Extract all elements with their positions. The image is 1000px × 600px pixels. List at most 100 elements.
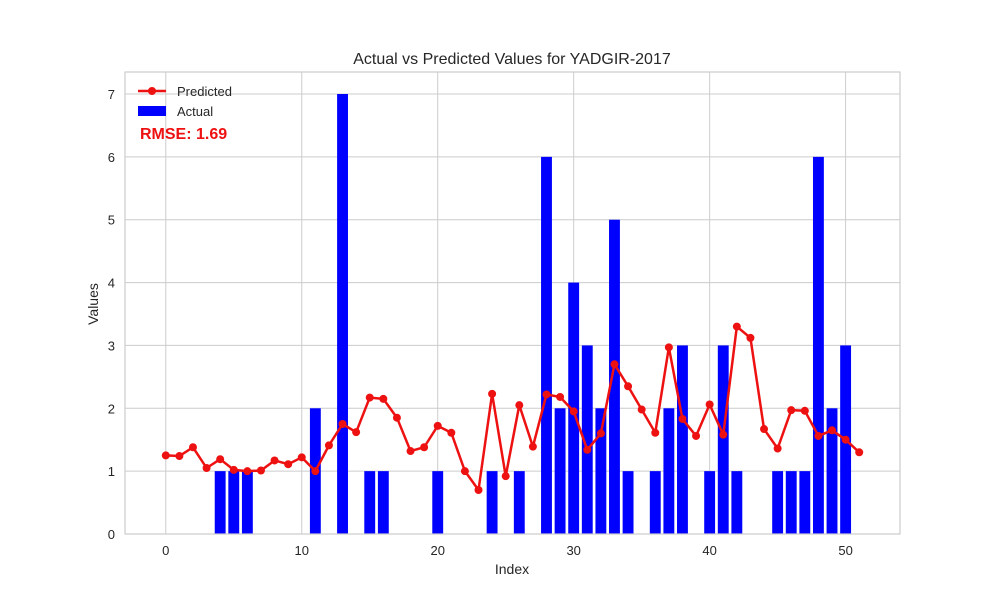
predicted-line [165, 325, 861, 492]
predicted-point [297, 453, 306, 462]
plot-frame [124, 71, 901, 535]
predicted-point [324, 441, 333, 450]
actual-bar [717, 345, 729, 534]
x-tick-label: 50 [838, 543, 852, 558]
y-tick-label: 2 [108, 401, 115, 416]
predicted-point [515, 401, 524, 410]
legend-predicted-marker [148, 87, 156, 95]
predicted-point [433, 421, 442, 430]
predicted-point [501, 472, 510, 481]
predicted-point [161, 451, 170, 460]
actual-bar [432, 471, 444, 534]
predicted-point [855, 448, 864, 457]
x-tick-label: 20 [430, 543, 444, 558]
actual-bar [812, 156, 824, 534]
predicted-point [596, 429, 605, 438]
y-tick-label: 4 [108, 276, 115, 291]
predicted-point [365, 393, 374, 402]
predicted-point [678, 414, 687, 423]
predicted-point [202, 464, 211, 472]
actual-bar [609, 219, 620, 534]
plot-area [125, 72, 900, 534]
predicted-point [705, 400, 714, 409]
predicted-point [610, 360, 619, 369]
predicted-point [624, 382, 633, 391]
predicted-point [311, 467, 320, 476]
chart-title: Actual vs Predicted Values for YADGIR-20… [353, 51, 671, 68]
y-tick-label: 0 [108, 527, 115, 542]
actual-bar [241, 471, 253, 534]
predicted-point [243, 467, 252, 476]
actual-bar [377, 471, 389, 534]
x-tick-label: 40 [702, 543, 716, 558]
predicted-point [488, 389, 497, 398]
actual-bar [663, 408, 675, 534]
actual-bar [486, 471, 498, 534]
predicted-point [556, 392, 565, 401]
legend: Predicted Actual [138, 84, 232, 119]
predicted-point [773, 444, 782, 453]
actual-bar [595, 408, 607, 534]
actual-bar [649, 471, 661, 534]
actual-bar [826, 408, 838, 534]
actual-bar [554, 408, 566, 534]
actual-bar [704, 471, 716, 534]
predicted-point [719, 430, 728, 439]
predicted-point [338, 420, 347, 428]
x-tick-label: 10 [295, 543, 309, 558]
predicted-point [528, 442, 537, 451]
predicted-point [651, 428, 660, 437]
predicted-point [746, 333, 755, 342]
y-tick-label: 3 [108, 338, 115, 353]
predicted-point [637, 405, 646, 414]
actual-bar [337, 94, 348, 534]
actual-bar [513, 471, 525, 534]
x-tick-label: 30 [566, 543, 580, 558]
predicted-point [542, 390, 551, 399]
predicted-point [800, 406, 809, 415]
actual-bar [622, 471, 634, 534]
predicted-point [732, 322, 741, 331]
predicted-point [392, 413, 401, 422]
predicted-point [216, 455, 225, 464]
predicted-point [583, 445, 592, 454]
rmse-annotation: RMSE: 1.69 [140, 126, 227, 143]
predicted-point [229, 465, 238, 474]
predicted-point [175, 452, 184, 461]
actual-bar [364, 471, 376, 534]
legend-actual-label: Actual [177, 104, 213, 119]
y-tick-labels: 0 1 2 3 4 5 6 7 [108, 87, 115, 542]
predicted-point [420, 443, 429, 452]
actual-bar [785, 471, 797, 534]
predicted-point [256, 466, 265, 475]
actual-bar [228, 471, 240, 534]
actual-bar [799, 471, 811, 534]
legend-predicted-label: Predicted [177, 84, 232, 99]
actual-bar [581, 345, 593, 534]
predicted-points [161, 322, 864, 494]
predicted-point [447, 428, 456, 437]
predicted-point [787, 406, 796, 415]
actual-bar [677, 345, 688, 534]
predicted-point [828, 426, 837, 435]
predicted-point [406, 447, 415, 456]
predicted-point [270, 456, 279, 465]
x-tick-labels: 0 10 20 30 40 50 [162, 543, 853, 558]
y-tick-label: 6 [108, 150, 115, 165]
predicted-point [814, 431, 823, 440]
x-tick-label: 0 [162, 543, 169, 558]
predicted-point [664, 343, 673, 352]
predicted-point [569, 407, 578, 416]
actual-bar [541, 156, 552, 534]
predicted-point [692, 431, 701, 440]
actual-bar [731, 471, 743, 534]
legend-actual-swatch [138, 106, 166, 116]
predicted-point [760, 425, 769, 434]
actual-bar [214, 471, 226, 534]
actual-bar [772, 471, 784, 534]
y-tick-label: 7 [108, 87, 115, 102]
y-tick-label: 1 [108, 464, 115, 479]
predicted-point [379, 394, 388, 403]
y-tick-label: 5 [108, 213, 115, 228]
